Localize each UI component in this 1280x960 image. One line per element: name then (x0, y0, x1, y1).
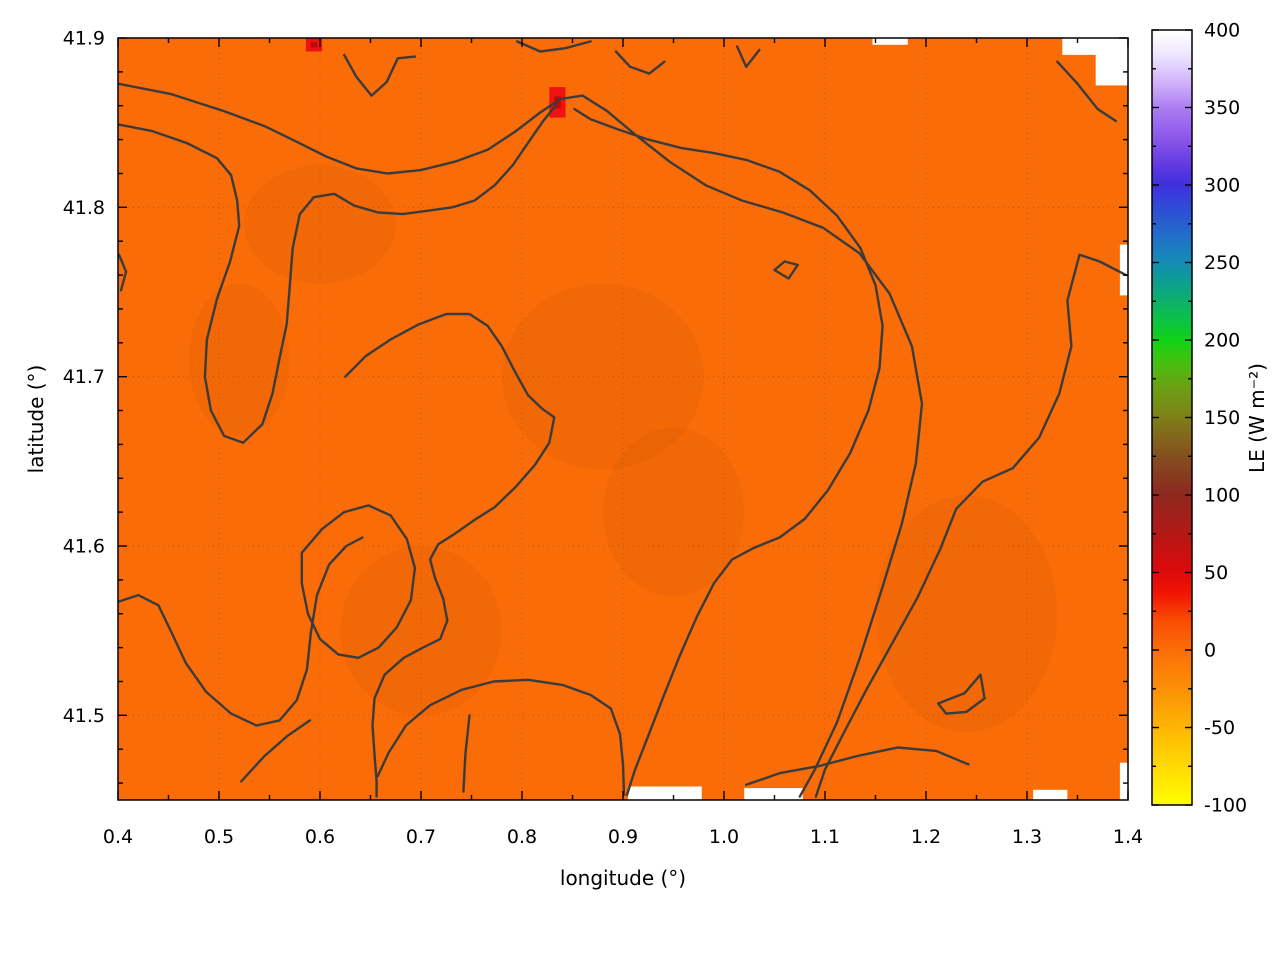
contour-bottom-vertical-tick (462, 714, 471, 793)
heatmap-field (118, 38, 1128, 800)
contour-top-wiggle-b (614, 50, 666, 75)
colorbar-tick-label: 50 (1204, 562, 1228, 584)
contour-tiny-closed-loop (773, 260, 799, 280)
x-tick-label: 1.2 (911, 826, 941, 848)
x-tick-label: 1.1 (810, 826, 840, 848)
y-tick-label: 41.7 (63, 366, 105, 388)
x-tick-label: 0.5 (204, 826, 234, 848)
contour-top-wiggle-a (515, 40, 592, 53)
contour-top-right-corner-line (1056, 60, 1118, 123)
colorbar-tick-label: 150 (1204, 407, 1240, 429)
contour-bottom-right-wiggle (745, 746, 970, 786)
field-shade-patch (340, 546, 502, 715)
contour-top-check (735, 45, 761, 69)
colorbar-tick-label: 400 (1204, 20, 1240, 42)
x-tick-label: 0.9 (608, 826, 638, 848)
x-tick-label: 1.4 (1113, 826, 1143, 848)
contour-bottom-center-arc (376, 678, 626, 797)
missing-data-region (744, 788, 803, 800)
colorbar-tick-label: 300 (1204, 175, 1240, 197)
field-shade-patch (244, 165, 396, 284)
missing-data-region (1033, 789, 1068, 800)
contour-center-inner-loop (300, 504, 417, 659)
colorbar-tick-label: 250 (1204, 252, 1240, 274)
contour-center-loop-arc (344, 312, 556, 798)
contour-bottom-left-diagonal (239, 719, 312, 783)
contour-lower-left-curve (118, 536, 364, 727)
field-shade-patch (876, 495, 1058, 732)
colorbar-tick-label: -50 (1204, 717, 1235, 739)
x-tick-label: 1.3 (1012, 826, 1042, 848)
colorbar-tick-label: 0 (1204, 640, 1216, 662)
contour-right-outer-arc (814, 253, 1128, 798)
x-tick-label: 0.8 (507, 826, 537, 848)
contour-lines (118, 40, 1128, 798)
contour-hotspot-right-inner-arc (573, 107, 884, 797)
colorbar-tick-label: 200 (1204, 330, 1240, 352)
x-tick-label: 1.0 (709, 826, 739, 848)
colorbar-ticks (1152, 29, 1192, 806)
missing-data-region (1119, 244, 1128, 296)
y-tick-label: 41.8 (63, 197, 105, 219)
missing-data-region (872, 38, 908, 45)
colorbar-tick-label: 350 (1204, 97, 1240, 119)
colorbar-tick-label: -100 (1204, 795, 1247, 817)
contour-top-v-notch (343, 53, 417, 97)
contour-right-small-hook (936, 673, 986, 715)
field-shade-patch (189, 284, 290, 436)
grid-lines (118, 38, 1128, 800)
missing-data-region (1119, 762, 1128, 800)
missing-data-region (1095, 38, 1128, 86)
axis-ticks (117, 37, 1129, 800)
colorbar-tick-label: 100 (1204, 485, 1240, 507)
contour-left-edge-tick (118, 253, 128, 292)
x-tick-label: 0.4 (103, 826, 133, 848)
y-tick-label: 41.9 (63, 28, 105, 50)
missing-data-region (628, 786, 702, 800)
colorbar-label: LE (W m⁻²) (1245, 363, 1269, 473)
x-tick-label: 0.7 (406, 826, 436, 848)
y-axis-label: latitude (°) (24, 364, 48, 474)
contour-left-pocket-and-mid-band (118, 104, 557, 444)
x-tick-label: 0.6 (305, 826, 335, 848)
x-axis-label: longitude (°) (559, 866, 687, 890)
hotspot-core (310, 42, 318, 48)
y-tick-label: 41.5 (63, 705, 105, 727)
y-tick-label: 41.6 (63, 536, 105, 558)
